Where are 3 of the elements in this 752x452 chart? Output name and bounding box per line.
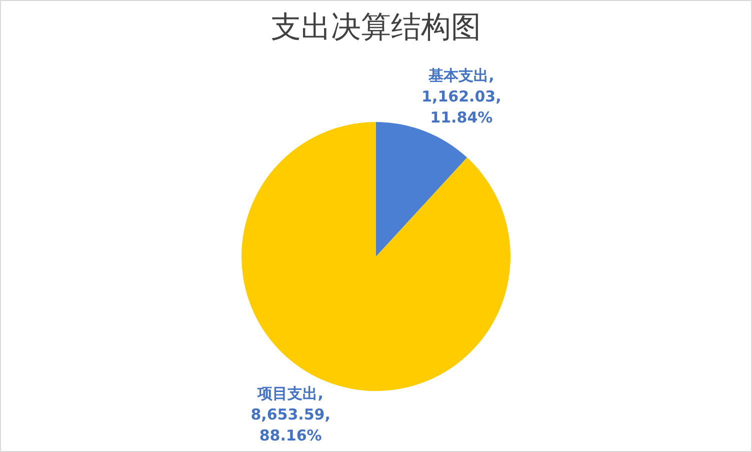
slice-label: 基本支出, 1,162.03, 11.84% bbox=[422, 66, 502, 127]
chart-title: 支出决算结构图 bbox=[271, 10, 481, 45]
slice-label: 项目支出, 8,653.59, 88.16% bbox=[250, 384, 330, 444]
